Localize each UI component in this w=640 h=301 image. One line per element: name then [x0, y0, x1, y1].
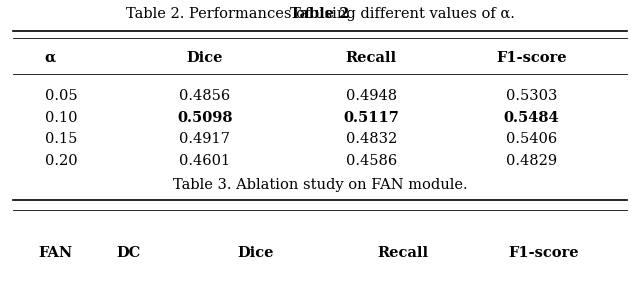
Text: Table 2. Performances of using different values of α.: Table 2. Performances of using different… [125, 7, 515, 21]
Text: 0.20: 0.20 [45, 154, 77, 168]
Text: 0.4586: 0.4586 [346, 154, 397, 168]
Text: 0.4601: 0.4601 [179, 154, 230, 168]
Text: α: α [45, 51, 56, 65]
Text: 0.5303: 0.5303 [506, 89, 557, 103]
Text: 0.4829: 0.4829 [506, 154, 557, 168]
Text: Table 3. Ablation study on FAN module.: Table 3. Ablation study on FAN module. [173, 178, 467, 192]
Text: 0.10: 0.10 [45, 110, 77, 125]
Text: 0.4856: 0.4856 [179, 89, 230, 103]
Text: 0.15: 0.15 [45, 132, 77, 146]
Text: F1-score: F1-score [496, 51, 566, 65]
Text: 0.4948: 0.4948 [346, 89, 397, 103]
Text: F1-score: F1-score [509, 246, 579, 260]
Text: Recall: Recall [378, 246, 429, 260]
Text: FAN: FAN [38, 246, 73, 260]
Text: 0.5117: 0.5117 [343, 110, 399, 125]
Text: Dice: Dice [237, 246, 275, 260]
Text: Recall: Recall [346, 51, 397, 65]
Text: Table 2: Table 2 [291, 7, 349, 21]
Text: 0.4832: 0.4832 [346, 132, 397, 146]
Text: 0.5406: 0.5406 [506, 132, 557, 146]
Text: 0.5484: 0.5484 [504, 110, 559, 125]
Text: 0.05: 0.05 [45, 89, 77, 103]
Text: DC: DC [116, 246, 140, 260]
Text: Dice: Dice [186, 51, 223, 65]
Text: 0.4917: 0.4917 [179, 132, 230, 146]
Text: 0.5098: 0.5098 [177, 110, 232, 125]
